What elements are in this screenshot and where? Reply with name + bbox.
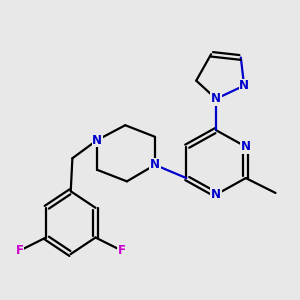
Text: N: N <box>239 79 249 92</box>
Text: F: F <box>118 244 126 257</box>
Text: N: N <box>211 188 221 201</box>
Text: F: F <box>16 244 24 257</box>
Text: N: N <box>150 158 160 171</box>
Text: N: N <box>241 140 251 153</box>
Text: N: N <box>92 134 102 147</box>
Text: N: N <box>211 92 221 105</box>
